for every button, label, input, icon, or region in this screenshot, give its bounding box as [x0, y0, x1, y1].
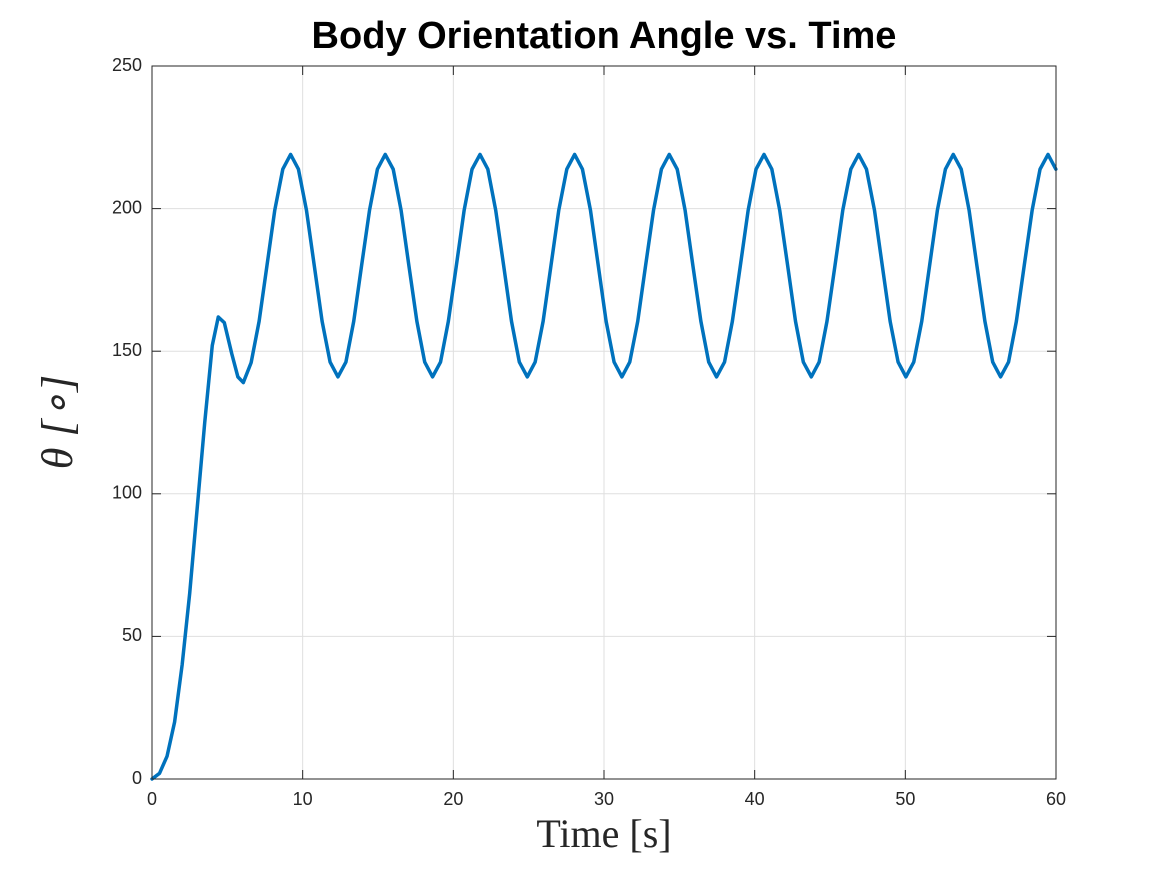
plot-area	[150, 152, 1058, 781]
x-tick-label: 50	[895, 789, 915, 809]
y-axis-label: θ [∘]	[33, 375, 82, 469]
chart-title: Body Orientation Angle vs. Time	[312, 15, 897, 57]
y-tick-label: 50	[122, 625, 142, 645]
y-tick-label: 100	[112, 483, 142, 503]
x-tick-label: 30	[594, 789, 614, 809]
x-tick-label: 60	[1046, 789, 1066, 809]
x-tick-label: 40	[745, 789, 765, 809]
ticks: 0 10 20 30 40 50 60 0 50 100 150 200 250	[112, 55, 1066, 809]
x-tick-label: 10	[293, 789, 313, 809]
y-tick-label: 0	[132, 768, 142, 788]
y-tick-label: 150	[112, 340, 142, 360]
x-axis-label: Time [s]	[536, 811, 671, 856]
y-tick-label: 200	[112, 197, 142, 217]
x-tick-label: 20	[443, 789, 463, 809]
data-line	[150, 152, 1058, 781]
x-tick-label: 0	[147, 789, 157, 809]
y-tick-label: 250	[112, 55, 142, 75]
